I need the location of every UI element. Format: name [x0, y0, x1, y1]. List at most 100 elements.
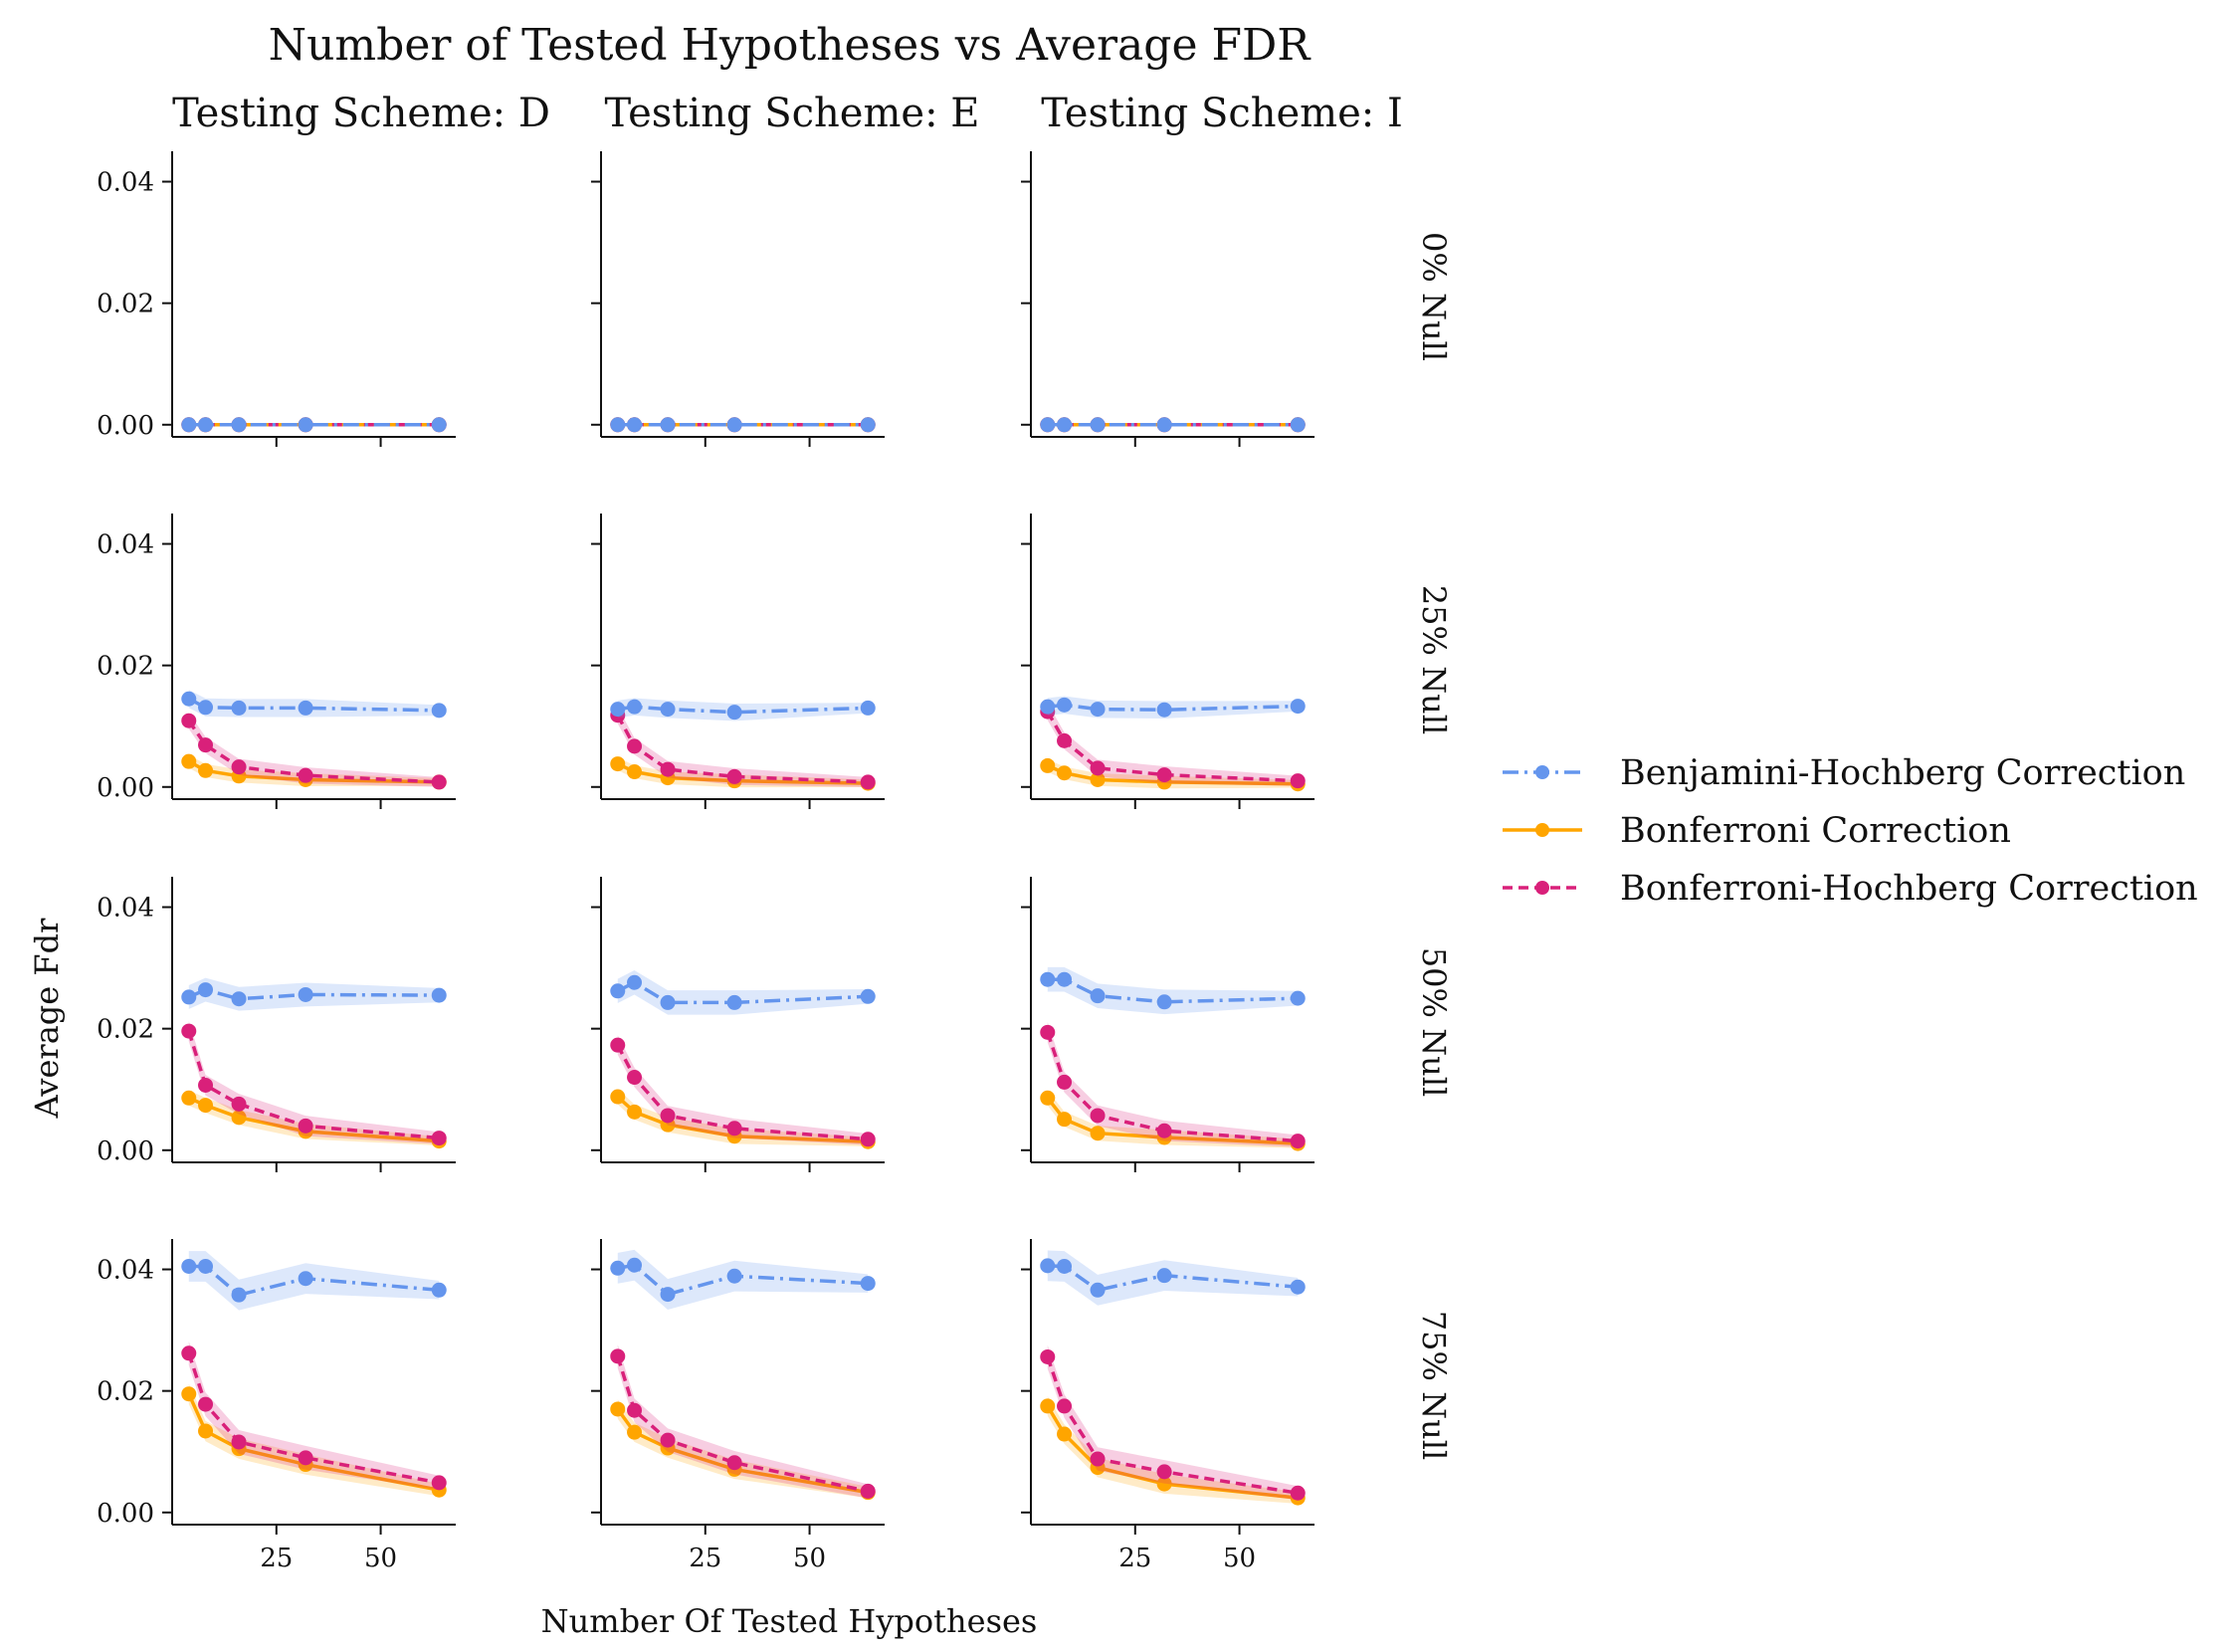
panel-d-0-ytick-label-1: 0.02 — [97, 290, 154, 319]
panel-i-25-point-bh-1 — [1057, 697, 1073, 713]
y-axis-label: Average Fdr — [28, 918, 66, 1119]
panel-d-75-xtick-label-0: 25 — [260, 1544, 293, 1573]
panel-e-75-point-bh-4 — [860, 1276, 876, 1292]
panel-d-50-line-bonferroni-hochberg — [187, 1030, 440, 1140]
panel-e-25-point-bh-0 — [610, 702, 626, 718]
panel-i-75-point-bonferroni-3 — [1156, 1476, 1172, 1492]
panel-e-25-point-bonferroni-1 — [627, 764, 643, 780]
row-label-25: 25% Null — [1415, 585, 1453, 734]
panel-i-75-point-bonferroni-0 — [1040, 1398, 1056, 1414]
panel-e-75-point-bonferroni-0 — [610, 1401, 626, 1417]
panel-i-50-point-bonferroni-hochberg-0 — [1040, 1024, 1056, 1040]
panel-e-50-point-bonferroni-hochberg-0 — [610, 1037, 626, 1053]
panel-i-75-point-bh-2 — [1090, 1282, 1106, 1298]
panel-i-50-point-bonferroni-2 — [1090, 1126, 1106, 1141]
panel-d-75-point-bh-0 — [181, 1258, 197, 1274]
panel-d-25-point-bh-3 — [298, 700, 313, 716]
legend-marker-bonferroni — [1535, 823, 1549, 837]
x-axis-label: Number Of Tested Hypotheses — [541, 1602, 1038, 1640]
panel-d-75-point-bh-3 — [298, 1271, 313, 1287]
panel-e-75-point-bonferroni-hochberg-4 — [860, 1483, 876, 1499]
legend-label-bonferroni-hochberg: Bonferroni-Hochberg Correction — [1620, 869, 2198, 909]
panel-e-0-point-bh-2 — [660, 417, 676, 433]
panel-d-25-point-bonferroni-hochberg-1 — [198, 737, 214, 753]
panel-i-25-point-bh-0 — [1040, 699, 1056, 715]
panel-d-25: 0.00 0.02 0.04 — [97, 514, 456, 809]
panel-e-50-point-bh-0 — [610, 983, 626, 999]
panel-d-0-ytick-label-0: 0.00 — [97, 411, 154, 441]
panel-i-50-point-bonferroni-0 — [1040, 1090, 1056, 1106]
panel-d-50-ytick-label-1: 0.02 — [97, 1015, 154, 1045]
panel-d-0-point-bh-1 — [198, 417, 214, 433]
panel-e-25-band-bonferroni-hochberg — [617, 707, 869, 787]
panel-d-75-point-bonferroni-hochberg-4 — [431, 1475, 447, 1491]
panels-group: 0.000.020.040.000.020.040.000.020.040.00… — [97, 151, 1315, 1573]
panel-i-75-point-bh-4 — [1290, 1279, 1306, 1295]
panel-e-75-point-bonferroni-hochberg-0 — [610, 1348, 626, 1364]
panel-e-75-point-bonferroni-hochberg-1 — [627, 1402, 643, 1418]
panel-d-25-ytick-label-1: 0.02 — [97, 652, 154, 682]
panel-e-50 — [591, 877, 885, 1172]
panel-i-75-point-bh-1 — [1057, 1258, 1073, 1274]
panel-i-0-point-bh-4 — [1290, 417, 1306, 433]
panel-d-25-point-bonferroni-1 — [198, 762, 214, 778]
panel-e-25-line-bonferroni-hochberg — [616, 714, 869, 784]
panel-i-50-point-bonferroni-hochberg-2 — [1090, 1108, 1106, 1124]
chart-title: Number of Tested Hypotheses vs Average F… — [269, 20, 1313, 71]
panel-i-25-point-bonferroni-1 — [1057, 765, 1073, 781]
panel-d-25-point-bh-1 — [198, 700, 214, 716]
panel-e-0 — [591, 151, 885, 447]
panel-e-75-xtick-label-1: 50 — [793, 1544, 826, 1573]
panel-i-75-point-bonferroni-hochberg-1 — [1057, 1398, 1073, 1414]
panel-d-50-point-bonferroni-hochberg-1 — [198, 1077, 214, 1093]
panel-i-50-point-bonferroni-hochberg-4 — [1290, 1134, 1306, 1149]
panel-i-50-point-bh-2 — [1090, 988, 1106, 1004]
panel-i-75-point-bonferroni-1 — [1057, 1426, 1073, 1442]
panel-d-0: 0.00 0.02 0.04 — [97, 151, 456, 447]
panel-e-25-band-bh — [617, 698, 869, 722]
panel-d-50-point-bh-2 — [231, 991, 247, 1007]
panel-i-25-band-bonferroni-hochberg — [1047, 703, 1299, 786]
panel-i-50-band-bh — [1047, 966, 1299, 1015]
panel-d-0-point-bh-0 — [181, 417, 197, 433]
panel-d-75-band-bonferroni-hochberg — [188, 1341, 440, 1491]
panel-e-75-xtick-label-0: 25 — [689, 1544, 721, 1573]
panel-d-50-band-bonferroni — [188, 1090, 440, 1146]
panel-i-50 — [1021, 877, 1315, 1172]
panel-i-25-point-bonferroni-hochberg-3 — [1156, 767, 1172, 783]
panel-i-75-xtick-label-1: 50 — [1223, 1544, 1256, 1573]
panel-d-50-point-bonferroni-0 — [181, 1090, 197, 1106]
panel-i-75-point-bh-3 — [1156, 1268, 1172, 1284]
panel-i-50-band-bonferroni-hochberg — [1047, 1022, 1299, 1147]
panel-d-75-ytick-label-1: 0.02 — [97, 1377, 154, 1407]
panel-e-50-point-bonferroni-1 — [627, 1104, 643, 1120]
panel-i-25-point-bonferroni-hochberg-1 — [1057, 732, 1073, 748]
panel-d-75-point-bh-1 — [198, 1258, 214, 1274]
panel-e-50-point-bonferroni-hochberg-4 — [860, 1132, 876, 1147]
panel-d-75-point-bonferroni-1 — [198, 1423, 214, 1439]
panel-d-25-ytick-label-2: 0.04 — [97, 530, 154, 560]
panel-d-50-point-bh-4 — [431, 987, 447, 1003]
panel-i-75-band-bonferroni — [1047, 1396, 1299, 1504]
panel-d-75-point-bonferroni-hochberg-3 — [298, 1450, 313, 1466]
panel-d-50-point-bonferroni-1 — [198, 1098, 214, 1114]
panel-e-50-point-bonferroni-0 — [610, 1089, 626, 1105]
panel-d-0-point-bh-3 — [298, 417, 313, 433]
panel-e-50-band-bonferroni — [617, 1089, 869, 1146]
panel-i-50-point-bh-4 — [1290, 990, 1306, 1006]
panel-d-50-point-bonferroni-hochberg-3 — [298, 1118, 313, 1134]
panel-i-25-point-bonferroni-0 — [1040, 757, 1056, 773]
panel-e-25-point-bonferroni-hochberg-3 — [726, 768, 742, 784]
panel-e-50-point-bonferroni-hochberg-2 — [660, 1108, 676, 1124]
panel-i-25-point-bonferroni-2 — [1090, 771, 1106, 787]
panel-d-75-point-bonferroni-hochberg-2 — [231, 1434, 247, 1450]
panel-e-75-point-bh-1 — [627, 1257, 643, 1273]
panel-d-50-ytick-label-2: 0.04 — [97, 894, 154, 924]
panel-i-25-point-bonferroni-hochberg-2 — [1090, 760, 1106, 776]
panel-d-75: 0.00 0.02 0.04 25 50 — [97, 1239, 456, 1573]
panel-d-50-band-bonferroni-hochberg — [188, 1020, 440, 1144]
panel-d-50-point-bh-1 — [198, 982, 214, 998]
panel-i-75-point-bonferroni-hochberg-4 — [1290, 1485, 1306, 1501]
panel-i-75-point-bonferroni-hochberg-3 — [1156, 1464, 1172, 1480]
column-title-i: Testing Scheme: I — [1041, 91, 1403, 136]
